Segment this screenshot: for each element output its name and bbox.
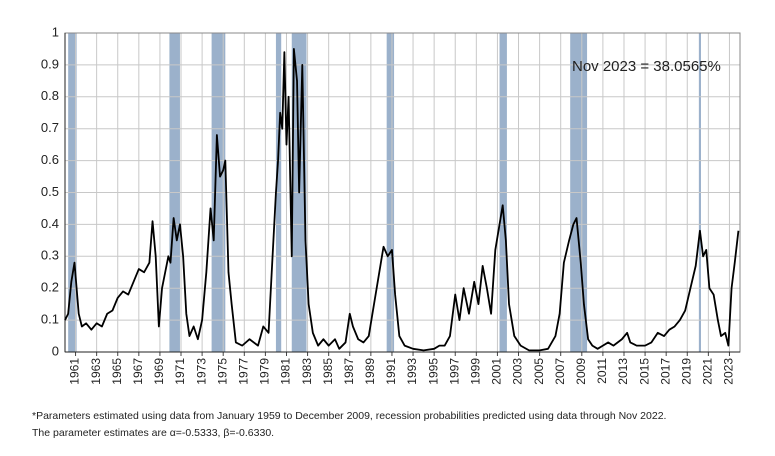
x-tick-label: 2001 (490, 358, 504, 385)
x-tick-label: 2011 (595, 358, 609, 384)
x-tick-label: 1989 (363, 358, 377, 385)
x-tick-label: 2013 (616, 358, 630, 385)
x-tick-label: 1993 (405, 358, 419, 385)
y-tick-label: 0.4 (41, 216, 59, 231)
y-tick-label: 0.6 (41, 152, 59, 167)
y-tick-label: 0.9 (41, 56, 59, 71)
plot-area: 0 0.1 0.2 0.3 0.4 0.5 0.6 0.7 0.8 0.9 1 1961 1963 196… (41, 24, 741, 385)
x-tick-label: 1987 (342, 358, 356, 385)
x-tick-label: 1995 (426, 358, 440, 385)
x-tick-label: 1961 (68, 358, 82, 385)
x-tick-label: 2023 (722, 358, 736, 385)
x-tick-label: 1963 (89, 358, 103, 385)
x-tick-label: 1967 (131, 358, 145, 385)
y-tick-label: 0.2 (41, 280, 59, 295)
x-tick-label: 2017 (658, 358, 672, 385)
x-tick-label: 1997 (447, 358, 461, 385)
y-tick-label: 0 (52, 343, 59, 358)
x-tick-label: 1969 (152, 358, 166, 385)
x-tick-label: 1985 (321, 358, 335, 385)
x-tick-label: 1977 (236, 358, 250, 385)
y-tick-label: 0.3 (41, 248, 59, 263)
x-tick-label: 1991 (384, 358, 398, 385)
x-tick-label: 2003 (511, 358, 525, 385)
y-tick-label: 0.5 (41, 184, 59, 199)
x-tick-label: 1981 (279, 358, 293, 385)
x-tick-label: 2007 (553, 358, 567, 385)
footnote: *Parameters estimated using data from Ja… (32, 410, 666, 422)
y-tick-label: 0.1 (41, 312, 59, 327)
x-tick-label: 1971 (173, 358, 187, 385)
x-tick-label: 1983 (300, 358, 314, 385)
x-tick-label: 1973 (194, 358, 208, 385)
y-tick-label: 0.8 (41, 88, 59, 103)
x-tick-label: 2015 (637, 358, 651, 385)
annotation: Nov 2023 = 38.0565% (572, 58, 721, 75)
x-tick-label: 2021 (701, 358, 715, 385)
probability-line (64, 48, 740, 352)
x-tick-label: 1999 (469, 358, 483, 385)
y-tick-label: 0.7 (41, 120, 59, 135)
x-tick-label: 2019 (679, 358, 693, 385)
x-tick-label: 2009 (574, 358, 588, 385)
y-tick-label: 1 (52, 24, 59, 39)
footnote: The parameter estimates are α=-0.5333, β… (32, 427, 274, 439)
x-tick-label: 1979 (258, 358, 272, 385)
x-tick-label: 1975 (215, 358, 229, 385)
x-tick-label: 2005 (532, 358, 546, 385)
x-tick-label: 1965 (110, 358, 124, 385)
